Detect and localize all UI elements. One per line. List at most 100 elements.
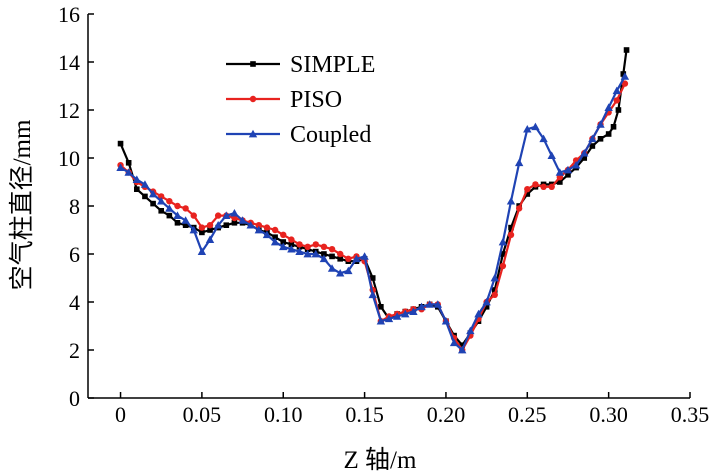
series-piso [117, 80, 629, 354]
data-point-simple [223, 222, 230, 228]
data-point-piso [296, 241, 303, 248]
y-tick-label: 4 [69, 290, 80, 315]
data-point-simple [199, 229, 205, 236]
series-coupled [116, 72, 630, 354]
data-point-simple [125, 160, 132, 166]
legend-item-coupled: Coupled [226, 122, 371, 148]
data-point-simple [134, 186, 140, 192]
y-tick-label: 0 [69, 386, 80, 411]
data-point-coupled [344, 266, 353, 275]
data-point-piso [336, 250, 344, 258]
data-point-coupled [409, 307, 418, 315]
x-tick-label: 0.15 [345, 402, 384, 427]
data-point-coupled [246, 221, 255, 229]
data-point-coupled [148, 189, 158, 198]
y-tick-label: 10 [58, 146, 80, 171]
data-point-piso [214, 212, 222, 219]
data-point-coupled [449, 338, 459, 347]
data-point-coupled [490, 273, 499, 282]
legend-label-piso: PISO [290, 87, 342, 113]
data-point-coupled [254, 225, 264, 234]
data-point-coupled [335, 269, 345, 277]
data-point-coupled [433, 300, 443, 308]
y-tick-label: 16 [58, 2, 80, 27]
data-point-coupled [417, 302, 426, 311]
data-point-simple [174, 220, 181, 226]
legend-marker-coupled [248, 129, 258, 138]
data-point-simple [610, 124, 617, 130]
x-axis-title: Z 轴/m [344, 446, 417, 474]
data-point-piso [158, 193, 165, 200]
data-point-simple [378, 304, 384, 310]
y-tick-label: 14 [58, 50, 80, 75]
data-point-piso [312, 241, 319, 248]
legend-marker-piso [249, 95, 257, 103]
data-point-coupled [157, 197, 166, 205]
x-tick-label: 0.20 [427, 402, 466, 427]
data-point-coupled [132, 175, 142, 183]
data-point-coupled [425, 300, 434, 308]
data-point-simple [483, 304, 490, 310]
data-point-coupled [205, 235, 215, 243]
data-point-simple [524, 191, 531, 197]
y-tick-label: 12 [58, 98, 80, 123]
data-point-simple [272, 234, 278, 240]
data-point-coupled [612, 86, 621, 95]
data-point-simple [581, 155, 588, 161]
data-point-coupled [376, 317, 386, 325]
data-point-coupled [580, 149, 589, 157]
data-point-piso [540, 183, 547, 190]
data-point-simple [605, 131, 612, 137]
y-tick-label: 2 [69, 338, 80, 363]
x-tick-label: 0.35 [671, 402, 710, 427]
y-tick-label: 6 [69, 242, 80, 267]
data-point-coupled [165, 204, 174, 212]
data-point-piso [271, 226, 279, 234]
data-point-coupled [474, 309, 483, 318]
data-point-coupled [458, 345, 467, 354]
data-point-coupled [295, 247, 304, 255]
series-simple [117, 47, 630, 348]
data-point-coupled [189, 225, 198, 234]
x-tick-label: 0.05 [183, 402, 222, 427]
data-point-piso [328, 246, 336, 253]
data-point-simple [337, 256, 343, 262]
data-point-coupled [124, 168, 133, 176]
data-point-coupled [620, 72, 630, 80]
data-point-simple [500, 251, 506, 257]
data-point-coupled [441, 317, 451, 325]
data-point-coupled [173, 211, 182, 219]
data-point-coupled [230, 209, 239, 217]
data-point-coupled [303, 249, 312, 258]
x-tick-label: 0.10 [264, 402, 303, 427]
data-point-piso [182, 205, 189, 212]
data-point-simple [321, 251, 327, 257]
data-point-coupled [181, 216, 190, 224]
data-point-coupled [523, 125, 532, 133]
data-point-simple [459, 342, 466, 348]
data-point-piso [491, 291, 498, 298]
legend: SIMPLE PISO Coupled [226, 52, 375, 148]
data-point-coupled [140, 180, 150, 188]
data-point-simple [150, 200, 156, 207]
data-point-simple [166, 212, 173, 219]
data-point-coupled [270, 237, 280, 246]
data-point-simple [557, 179, 563, 185]
data-point-coupled [555, 168, 565, 176]
data-point-coupled [392, 312, 402, 320]
data-point-simple [142, 193, 148, 200]
data-point-coupled [319, 254, 329, 263]
data-point-coupled [506, 197, 516, 205]
data-point-simple [329, 253, 335, 260]
data-point-piso [190, 212, 197, 219]
data-point-coupled [482, 297, 491, 306]
legend-marker-simple [250, 61, 256, 67]
data-point-piso [499, 262, 507, 270]
data-point-simple [491, 287, 498, 293]
data-point-piso [166, 198, 173, 205]
data-point-coupled [539, 134, 548, 143]
data-point-coupled [531, 122, 540, 131]
series-line-coupled [119, 75, 626, 352]
data-point-coupled [287, 245, 296, 253]
